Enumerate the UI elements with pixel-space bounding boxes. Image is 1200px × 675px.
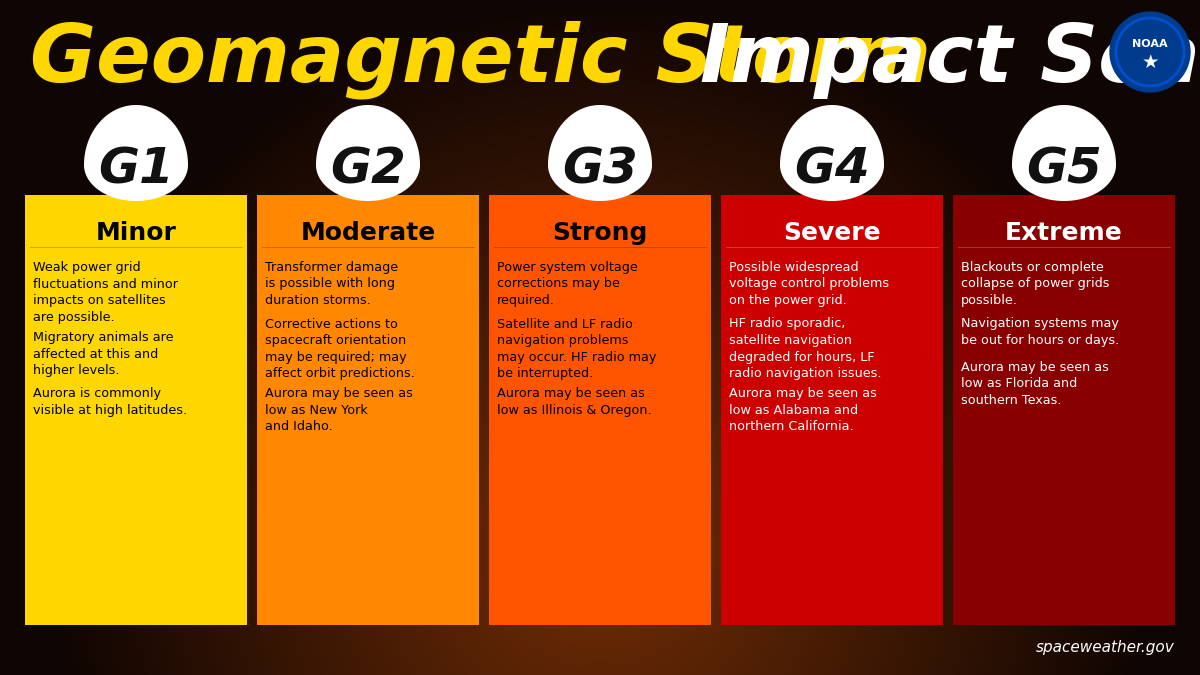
Text: HF radio sporadic,
satellite navigation
degraded for hours, LF
radio navigation : HF radio sporadic, satellite navigation … [730,317,882,380]
Text: G5: G5 [1026,146,1102,194]
Text: Navigation systems may
be out for hours or days.: Navigation systems may be out for hours … [961,317,1120,347]
Text: Power system voltage
corrections may be
required.: Power system voltage corrections may be … [497,261,637,307]
Text: Minor: Minor [96,221,176,245]
Text: Aurora may be seen as
low as Illinois & Oregon.: Aurora may be seen as low as Illinois & … [497,387,652,417]
Text: Satellite and LF radio
navigation problems
may occur. HF radio may
be interrupte: Satellite and LF radio navigation proble… [497,317,656,380]
Text: Impact Scale: Impact Scale [672,21,1200,99]
Polygon shape [84,105,188,201]
Text: NOAA: NOAA [1132,39,1168,49]
Text: G3: G3 [562,146,638,194]
FancyBboxPatch shape [25,195,247,625]
Text: Corrective actions to
spacecraft orientation
may be required; may
affect orbit p: Corrective actions to spacecraft orienta… [265,317,415,380]
Text: Moderate: Moderate [300,221,436,245]
Polygon shape [316,105,420,201]
Text: Geomagnetic Storm: Geomagnetic Storm [30,21,931,99]
FancyBboxPatch shape [953,195,1175,625]
Text: Strong: Strong [552,221,648,245]
Text: Aurora is commonly
visible at high latitudes.: Aurora is commonly visible at high latit… [34,387,187,417]
Text: Extreme: Extreme [1006,221,1123,245]
Text: Migratory animals are
affected at this and
higher levels.: Migratory animals are affected at this a… [34,331,174,377]
Text: G2: G2 [330,146,406,194]
Circle shape [1110,12,1190,92]
Text: Blackouts or complete
collapse of power grids
possible.: Blackouts or complete collapse of power … [961,261,1110,307]
Text: G1: G1 [98,146,174,194]
Text: Aurora may be seen as
low as New York
and Idaho.: Aurora may be seen as low as New York an… [265,387,413,433]
Text: G4: G4 [794,146,870,194]
Text: Aurora may be seen as
low as Florida and
southern Texas.: Aurora may be seen as low as Florida and… [961,360,1109,406]
Text: ★: ★ [1141,53,1159,72]
Text: spaceweather.gov: spaceweather.gov [1037,640,1175,655]
Polygon shape [780,105,884,201]
Text: Geomagnetic Storm Impact Scale: Geomagnetic Storm Impact Scale [30,21,1200,99]
FancyBboxPatch shape [490,195,710,625]
FancyBboxPatch shape [257,195,479,625]
Text: Aurora may be seen as
low as Alabama and
northern California.: Aurora may be seen as low as Alabama and… [730,387,877,433]
Text: Transformer damage
is possible with long
duration storms.: Transformer damage is possible with long… [265,261,398,307]
Text: Severe: Severe [784,221,881,245]
Polygon shape [548,105,652,201]
FancyBboxPatch shape [721,195,943,625]
Text: Possible widespread
voltage control problems
on the power grid.: Possible widespread voltage control prob… [730,261,889,307]
Text: Weak power grid
fluctuations and minor
impacts on satellites
are possible.: Weak power grid fluctuations and minor i… [34,261,178,323]
Polygon shape [1012,105,1116,201]
